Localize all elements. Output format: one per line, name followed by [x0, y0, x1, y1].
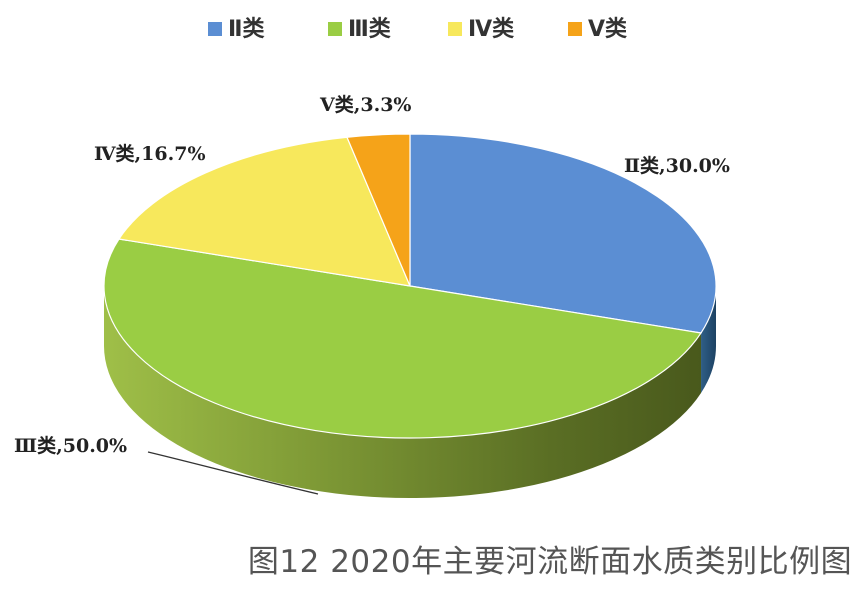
slice-label-iii: Ⅲ类,50.0%	[14, 434, 127, 457]
legend-swatch-ii	[208, 22, 222, 36]
pie-side-iii	[104, 286, 702, 499]
slice-label-ii: Ⅱ类,30.0%	[624, 154, 730, 177]
slice-label-iv: Ⅳ类,16.7%	[94, 142, 206, 165]
legend-label-ii: Ⅱ类	[228, 17, 265, 42]
pie-3d-sides	[104, 286, 716, 499]
pie-side-ii	[701, 286, 716, 393]
pie-slice-ii	[409, 133, 717, 334]
pie-slice-iv	[117, 136, 411, 287]
legend-swatch-v	[568, 22, 582, 36]
legend-label-iii: Ⅲ类	[348, 17, 392, 42]
legend-item-iii: Ⅲ类	[328, 17, 392, 42]
pie-slice-v	[346, 133, 411, 287]
slice-label-v: Ⅴ类,3.3%	[319, 93, 411, 116]
legend: Ⅱ类 Ⅲ类 Ⅳ类 Ⅴ类	[208, 17, 628, 42]
legend-swatch-iv	[448, 22, 462, 36]
figure-caption: 图12 2020年主要河流断面水质类别比例图	[247, 544, 853, 580]
leader-line-iii	[147, 451, 319, 495]
legend-label-v: Ⅴ类	[588, 17, 628, 42]
legend-item-iv: Ⅳ类	[448, 17, 515, 42]
legend-label-iv: Ⅳ类	[468, 17, 515, 42]
pie-slice-iii	[103, 238, 703, 439]
legend-item-v: Ⅴ类	[568, 17, 628, 42]
slice-labels: Ⅱ类,30.0% Ⅲ类,50.0% Ⅳ类,16.7% Ⅴ类,3.3%	[14, 93, 730, 495]
legend-swatch-iii	[328, 22, 342, 36]
pie-slices	[103, 133, 717, 439]
legend-item-ii: Ⅱ类	[208, 17, 265, 42]
